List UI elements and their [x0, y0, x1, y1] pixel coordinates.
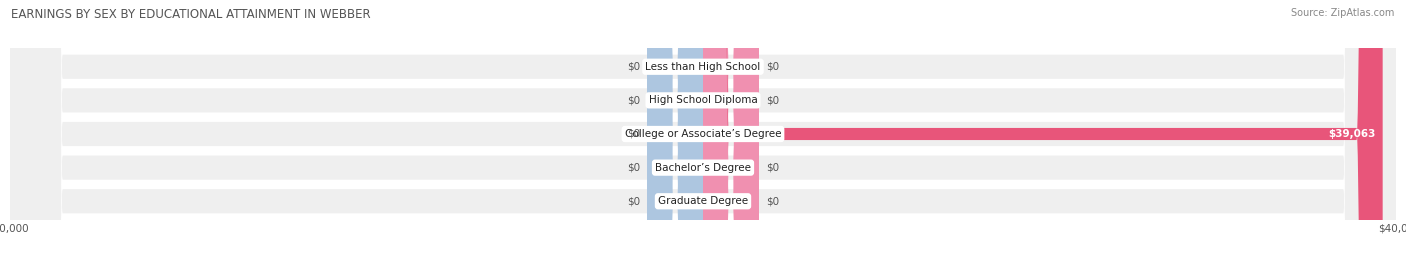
FancyBboxPatch shape: [703, 0, 1382, 268]
FancyBboxPatch shape: [10, 0, 1396, 268]
FancyBboxPatch shape: [647, 0, 703, 268]
Text: $0: $0: [766, 95, 779, 105]
Text: $0: $0: [627, 95, 640, 105]
Text: $0: $0: [627, 62, 640, 72]
FancyBboxPatch shape: [703, 0, 759, 268]
FancyBboxPatch shape: [703, 0, 759, 268]
Text: $0: $0: [627, 196, 640, 206]
Text: $0: $0: [766, 196, 779, 206]
FancyBboxPatch shape: [647, 0, 703, 268]
Text: College or Associate’s Degree: College or Associate’s Degree: [624, 129, 782, 139]
FancyBboxPatch shape: [10, 0, 1396, 268]
Text: Graduate Degree: Graduate Degree: [658, 196, 748, 206]
FancyBboxPatch shape: [703, 0, 759, 268]
FancyBboxPatch shape: [647, 0, 703, 268]
Text: $0: $0: [627, 163, 640, 173]
Text: $39,063: $39,063: [1329, 129, 1375, 139]
FancyBboxPatch shape: [647, 0, 703, 268]
Text: $0: $0: [766, 62, 779, 72]
Text: $0: $0: [627, 129, 640, 139]
Text: EARNINGS BY SEX BY EDUCATIONAL ATTAINMENT IN WEBBER: EARNINGS BY SEX BY EDUCATIONAL ATTAINMEN…: [11, 8, 371, 21]
FancyBboxPatch shape: [10, 0, 1396, 268]
Text: $0: $0: [766, 163, 779, 173]
FancyBboxPatch shape: [703, 0, 759, 268]
FancyBboxPatch shape: [647, 0, 703, 268]
Text: High School Diploma: High School Diploma: [648, 95, 758, 105]
Text: Source: ZipAtlas.com: Source: ZipAtlas.com: [1291, 8, 1395, 18]
Text: Less than High School: Less than High School: [645, 62, 761, 72]
FancyBboxPatch shape: [10, 0, 1396, 268]
FancyBboxPatch shape: [10, 0, 1396, 268]
Text: Bachelor’s Degree: Bachelor’s Degree: [655, 163, 751, 173]
